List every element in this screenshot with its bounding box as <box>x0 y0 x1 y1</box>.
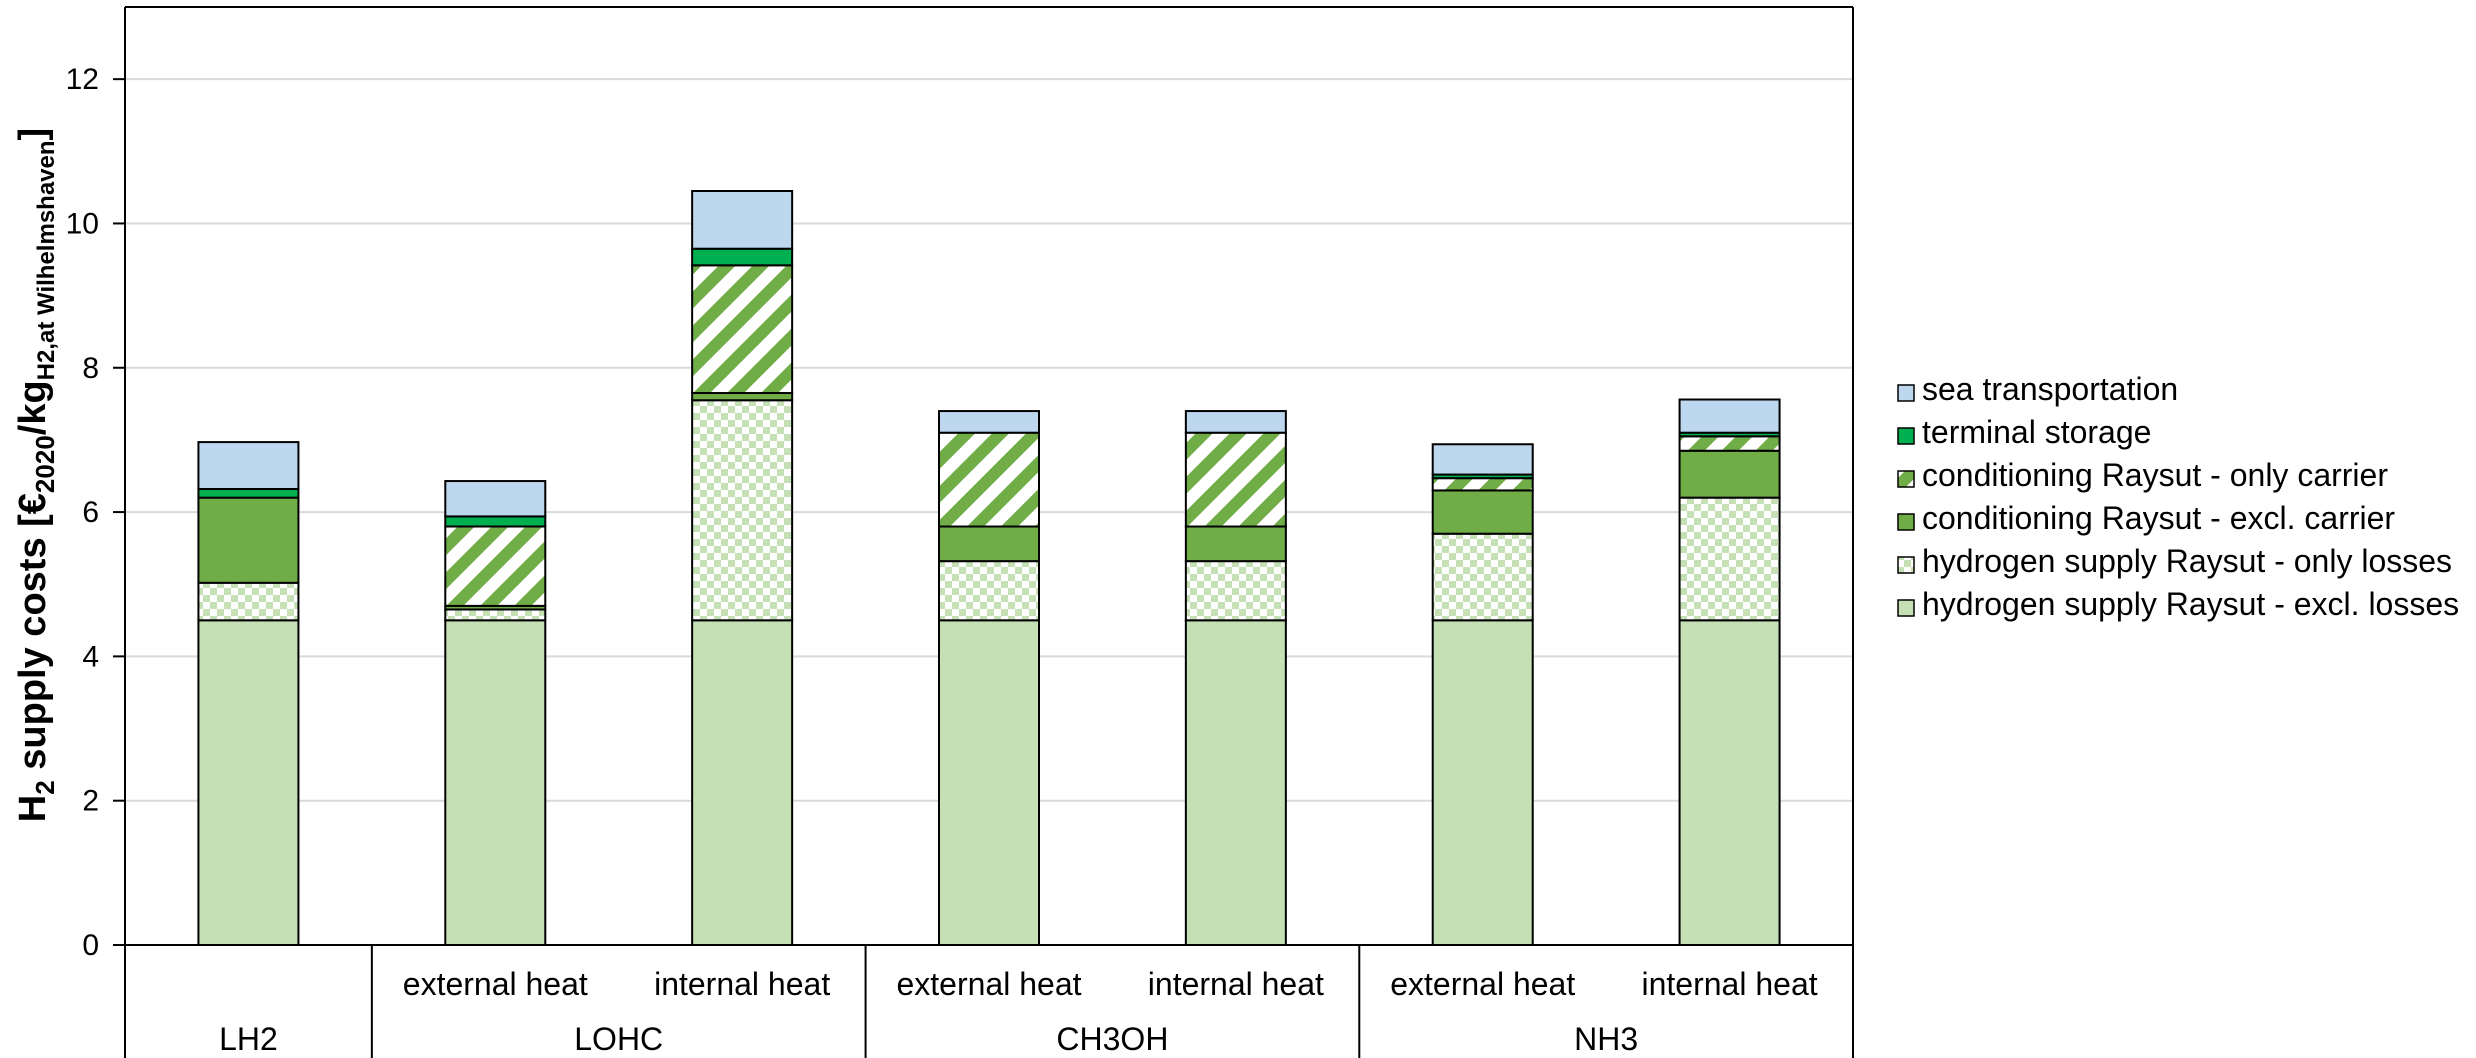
y-tick-label: 0 <box>82 929 99 962</box>
legend-label: conditioning Raysut - excl. carrier <box>1922 500 2395 536</box>
bar-segment <box>197 496 300 584</box>
bar-stack <box>938 410 1040 946</box>
bar-segment <box>1678 449 1781 499</box>
bar-stack <box>1431 443 1534 946</box>
legend-label: terminal storage <box>1922 414 2151 450</box>
bar-segment <box>1184 619 1287 946</box>
bar-stack <box>1678 398 1781 946</box>
bar-segment <box>1184 410 1287 434</box>
legend-label: hydrogen supply Raysut - only losses <box>1922 543 2452 579</box>
bar-segment <box>1678 619 1781 946</box>
bar-segment <box>1431 489 1534 535</box>
bar-segment <box>1431 477 1534 492</box>
legend-swatch <box>1897 384 1915 402</box>
bar-stack <box>1184 410 1287 946</box>
bar-segment <box>197 487 300 499</box>
bar-segment <box>1431 443 1534 476</box>
bar-segment <box>444 525 547 607</box>
legend-swatch <box>1897 513 1915 531</box>
x-group-label: CH3OH <box>1056 1021 1168 1057</box>
x-subcategory-label: internal heat <box>654 966 830 1002</box>
bar-segment <box>444 619 547 946</box>
bar-stack <box>444 480 547 946</box>
bar-segment <box>691 189 794 250</box>
bar-segment <box>938 560 1040 622</box>
y-tick-label: 4 <box>82 640 99 673</box>
bar-segment <box>691 392 794 402</box>
bar-segment <box>938 410 1040 434</box>
y-tick-label: 10 <box>66 207 99 240</box>
bar-segment <box>691 619 794 946</box>
bar-segment <box>938 525 1040 563</box>
x-subcategory-label: external heat <box>403 966 588 1002</box>
legend-swatch <box>1897 599 1915 617</box>
x-group-label: NH3 <box>1574 1021 1638 1057</box>
bar-segment <box>1184 525 1287 563</box>
y-tick-label: 8 <box>82 352 99 385</box>
y-tick-label: 2 <box>82 785 99 818</box>
x-subcategory-label: internal heat <box>1642 966 1818 1002</box>
x-subcategory-label: external heat <box>896 966 1081 1002</box>
bar-segment <box>1184 431 1287 528</box>
x-subcategory-label: internal heat <box>1148 966 1324 1002</box>
bar-segment <box>1431 619 1534 946</box>
x-group-label: LOHC <box>574 1021 663 1057</box>
bar-segment <box>1678 496 1781 622</box>
bar-segment <box>197 581 300 622</box>
bar-segment <box>197 619 300 946</box>
legend-swatch <box>1897 470 1915 488</box>
bar-segment <box>691 247 794 267</box>
bar-segment <box>1184 560 1287 622</box>
x-subcategory-label: external heat <box>1390 966 1575 1002</box>
y-tick-label: 6 <box>82 496 99 529</box>
bar-segment <box>691 399 794 622</box>
y-axis-ticks: 0 2 4 6 8 10 12 <box>66 63 125 962</box>
bar-segment <box>444 480 547 518</box>
legend-swatch <box>1897 556 1915 574</box>
legend-label: conditioning Raysut - only carrier <box>1922 457 2388 493</box>
bar-stack <box>691 189 794 946</box>
x-axis-categories: external heat internal heat external heat i… <box>219 945 1818 1058</box>
bar-segment <box>197 441 300 490</box>
bar-segment <box>691 264 794 395</box>
bar-segment <box>938 431 1040 528</box>
bar-segment <box>1678 398 1781 434</box>
legend-swatch <box>1897 427 1915 445</box>
bar-segment <box>938 619 1040 946</box>
bar-segment <box>444 515 547 528</box>
y-axis-label: H2 supply costs [€2020/kgH2,at Wilhelmsh… <box>12 128 60 822</box>
bar-stack <box>197 441 300 946</box>
legend: sea transportation terminal storage condit… <box>1897 371 2459 622</box>
y-tick-label: 12 <box>66 63 99 96</box>
x-group-label: LH2 <box>219 1021 278 1057</box>
bar-segment <box>1431 532 1534 622</box>
legend-label: hydrogen supply Raysut - excl. losses <box>1922 586 2459 622</box>
legend-label: sea transportation <box>1922 371 2178 407</box>
bar-segment <box>444 608 547 622</box>
bars <box>197 189 1781 946</box>
bar-segment <box>1678 435 1781 452</box>
